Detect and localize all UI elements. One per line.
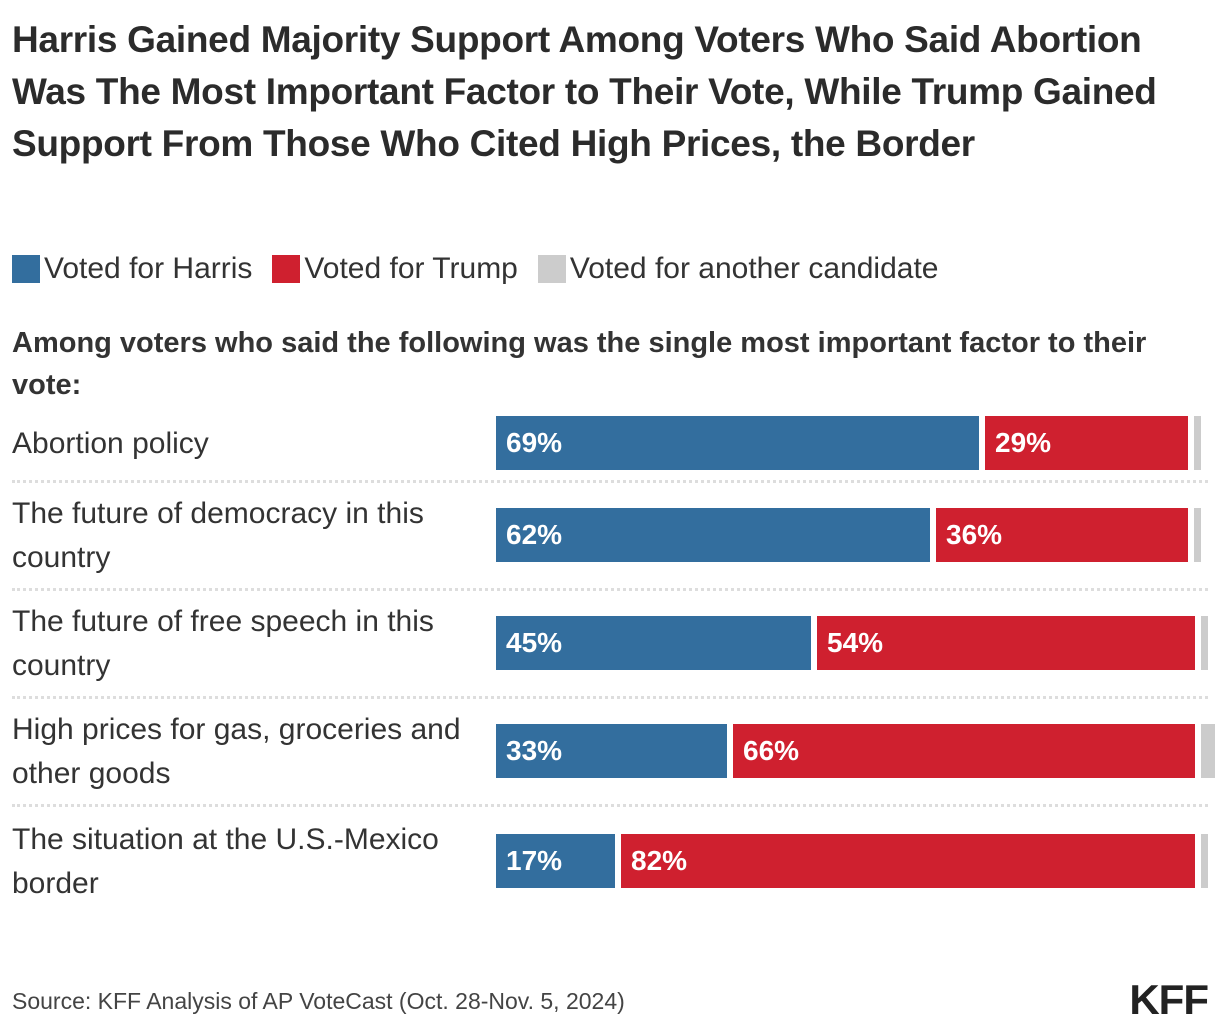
- legend: Voted for Harris Voted for Trump Voted for…: [12, 252, 939, 286]
- category-label: The future of democracy in this country: [12, 497, 424, 574]
- chart-subtitle: Among voters who said the following was …: [12, 327, 1147, 401]
- bar-segment: 17%: [496, 834, 615, 888]
- data-label: 66%: [743, 735, 800, 766]
- data-label: 62%: [506, 519, 563, 550]
- bar-segment: 66%: [733, 724, 1195, 778]
- category-label: The future of free speech in this countr…: [12, 605, 434, 682]
- data-label: 17%: [506, 845, 563, 876]
- bar-segment: 36%: [936, 508, 1188, 562]
- bar-segment: 33%: [496, 724, 727, 778]
- row-divider: [12, 696, 1208, 699]
- bar-segment: 29%: [985, 416, 1188, 470]
- chart-title: Harris Gained Majority Support Among Vot…: [12, 19, 1157, 164]
- data-label: 54%: [827, 627, 884, 658]
- row-divider: [12, 480, 1208, 483]
- category-label: High prices for gas, groceries and other…: [12, 713, 461, 790]
- bar-segment: [1201, 616, 1208, 670]
- data-label: 82%: [631, 845, 688, 876]
- data-label: 69%: [506, 427, 563, 458]
- bar-segment: 62%: [496, 508, 930, 562]
- row-divider: [12, 588, 1208, 591]
- bar-segment: [1194, 508, 1201, 562]
- row-divider: [12, 804, 1208, 807]
- data-label: 33%: [506, 735, 563, 766]
- bar-segment: [1194, 416, 1201, 470]
- legend-item: Voted for Trump: [272, 252, 518, 286]
- data-label: 45%: [506, 627, 563, 658]
- legend-label: Voted for Harris: [44, 252, 253, 285]
- bar-segment: 45%: [496, 616, 811, 670]
- legend-label: Voted for Trump: [304, 252, 518, 285]
- kff-logo: KFF: [1129, 976, 1209, 1023]
- legend-label: Voted for another candidate: [569, 252, 939, 285]
- data-label: 29%: [995, 427, 1052, 458]
- bar-segment: [1201, 834, 1208, 888]
- legend-item: Voted for another candidate: [537, 252, 939, 286]
- legend-swatch: [12, 255, 40, 283]
- category-label: The situation at the U.S.-Mexico border: [12, 823, 439, 900]
- bar-segment: 69%: [496, 416, 979, 470]
- data-label: 36%: [946, 519, 1003, 550]
- bar-segment: [1201, 724, 1215, 778]
- legend-swatch: [537, 255, 566, 283]
- bar-segment: 82%: [621, 834, 1195, 888]
- legend-item: Voted for Harris: [12, 252, 252, 286]
- legend-swatch: [272, 255, 301, 283]
- source-note: Source: KFF Analysis of AP VoteCast (Oct…: [12, 988, 625, 1014]
- bar-segment: 54%: [817, 616, 1195, 670]
- category-label: Abortion policy: [12, 427, 209, 460]
